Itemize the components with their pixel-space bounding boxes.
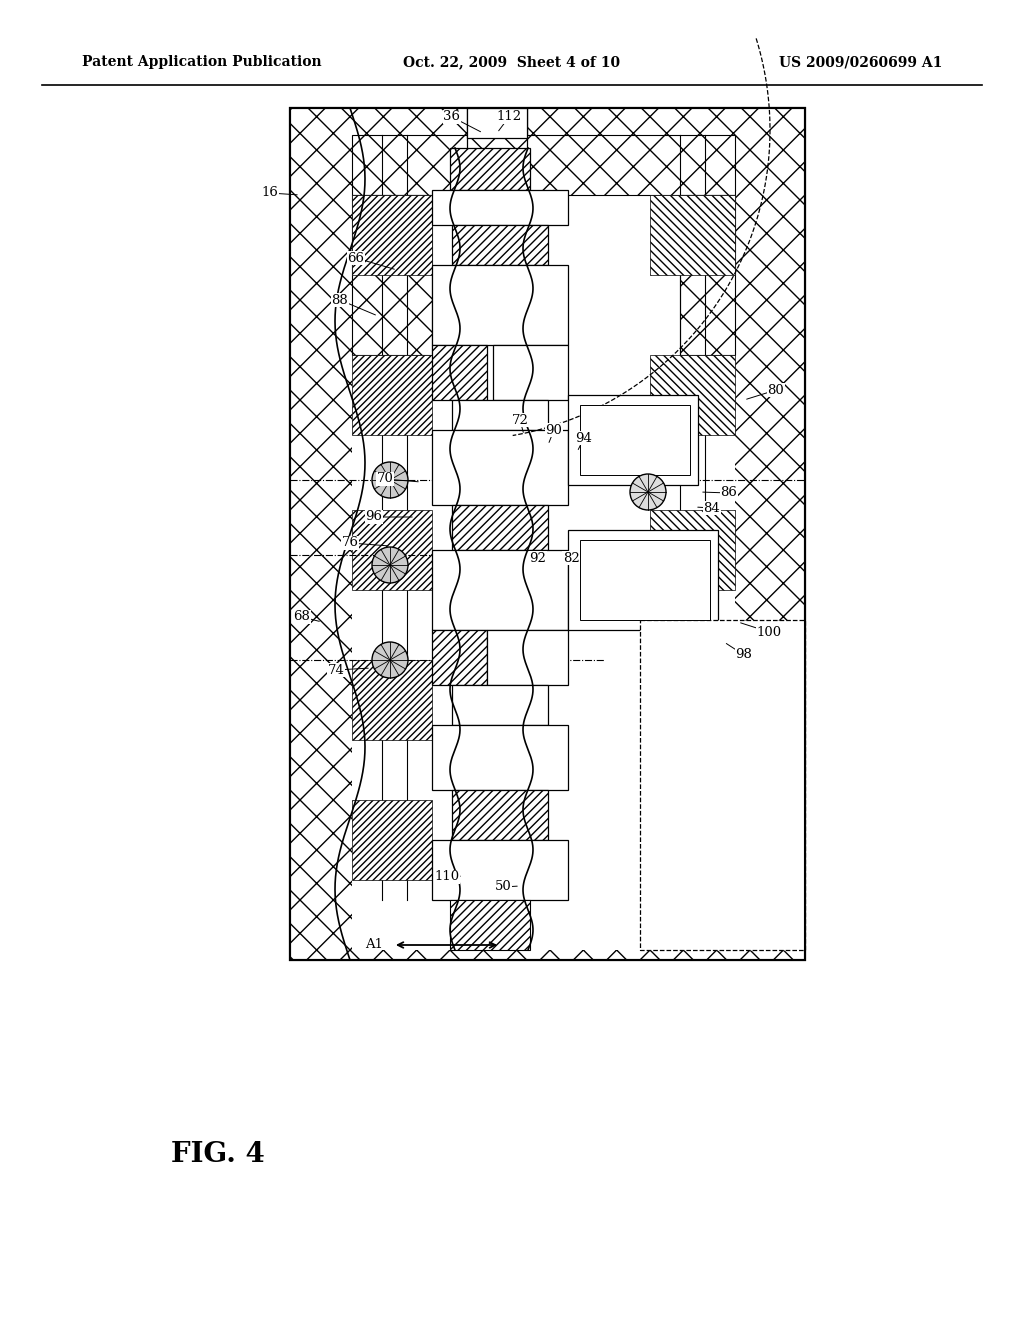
- Bar: [467, 108, 527, 139]
- Bar: [432, 190, 568, 224]
- Bar: [432, 550, 568, 630]
- Text: 82: 82: [562, 552, 580, 565]
- Bar: [352, 660, 432, 741]
- Bar: [432, 725, 568, 789]
- Text: 50: 50: [495, 880, 511, 894]
- Bar: [452, 224, 548, 265]
- Text: 88: 88: [332, 293, 348, 306]
- Bar: [452, 506, 548, 550]
- Text: 80: 80: [768, 384, 784, 396]
- Circle shape: [372, 642, 408, 678]
- Bar: [290, 108, 805, 960]
- Text: 112: 112: [497, 111, 521, 124]
- Text: 16: 16: [261, 186, 279, 199]
- Bar: [352, 135, 735, 950]
- Bar: [568, 395, 698, 484]
- Circle shape: [372, 462, 408, 498]
- Bar: [352, 195, 432, 355]
- Text: 70: 70: [377, 473, 393, 486]
- Bar: [493, 345, 568, 400]
- Bar: [650, 510, 735, 590]
- Text: 36: 36: [443, 111, 461, 124]
- Bar: [452, 685, 548, 725]
- Text: A1: A1: [365, 939, 383, 952]
- Text: 66: 66: [347, 252, 365, 264]
- Text: 100: 100: [757, 626, 781, 639]
- Text: 84: 84: [703, 502, 720, 515]
- Text: 74: 74: [328, 664, 344, 676]
- Bar: [352, 135, 735, 195]
- Text: Oct. 22, 2009  Sheet 4 of 10: Oct. 22, 2009 Sheet 4 of 10: [403, 55, 621, 69]
- Text: Patent Application Publication: Patent Application Publication: [82, 55, 322, 69]
- Bar: [450, 148, 530, 190]
- Text: 98: 98: [735, 648, 753, 661]
- Text: A2: A2: [510, 939, 528, 952]
- Text: 86: 86: [721, 487, 737, 499]
- Text: 92: 92: [529, 552, 547, 565]
- Bar: [568, 531, 718, 630]
- Bar: [487, 630, 568, 685]
- Bar: [352, 510, 432, 590]
- Bar: [432, 265, 568, 345]
- Bar: [352, 800, 432, 880]
- Bar: [450, 900, 530, 950]
- Text: 72: 72: [512, 413, 528, 426]
- Circle shape: [630, 474, 666, 510]
- Bar: [432, 840, 568, 900]
- Bar: [452, 400, 548, 430]
- Bar: [580, 405, 690, 475]
- Bar: [432, 630, 487, 685]
- Bar: [580, 540, 710, 620]
- Bar: [352, 355, 432, 436]
- Text: 76: 76: [341, 536, 358, 549]
- Bar: [640, 620, 805, 950]
- Bar: [290, 108, 805, 960]
- Bar: [650, 800, 735, 880]
- Text: 96: 96: [366, 511, 383, 524]
- Text: 90: 90: [546, 424, 562, 437]
- Text: US 2009/0260699 A1: US 2009/0260699 A1: [778, 55, 942, 69]
- Bar: [680, 195, 735, 355]
- Text: 94: 94: [575, 432, 593, 445]
- Bar: [650, 660, 735, 741]
- Bar: [452, 789, 548, 840]
- Bar: [650, 195, 735, 275]
- Text: 110: 110: [434, 870, 460, 883]
- Text: FIG. 4: FIG. 4: [171, 1142, 265, 1168]
- Bar: [352, 195, 432, 275]
- Bar: [290, 108, 805, 960]
- Bar: [432, 430, 568, 506]
- Text: 68: 68: [294, 610, 310, 623]
- Circle shape: [372, 546, 408, 583]
- Bar: [650, 355, 735, 436]
- Bar: [432, 345, 487, 400]
